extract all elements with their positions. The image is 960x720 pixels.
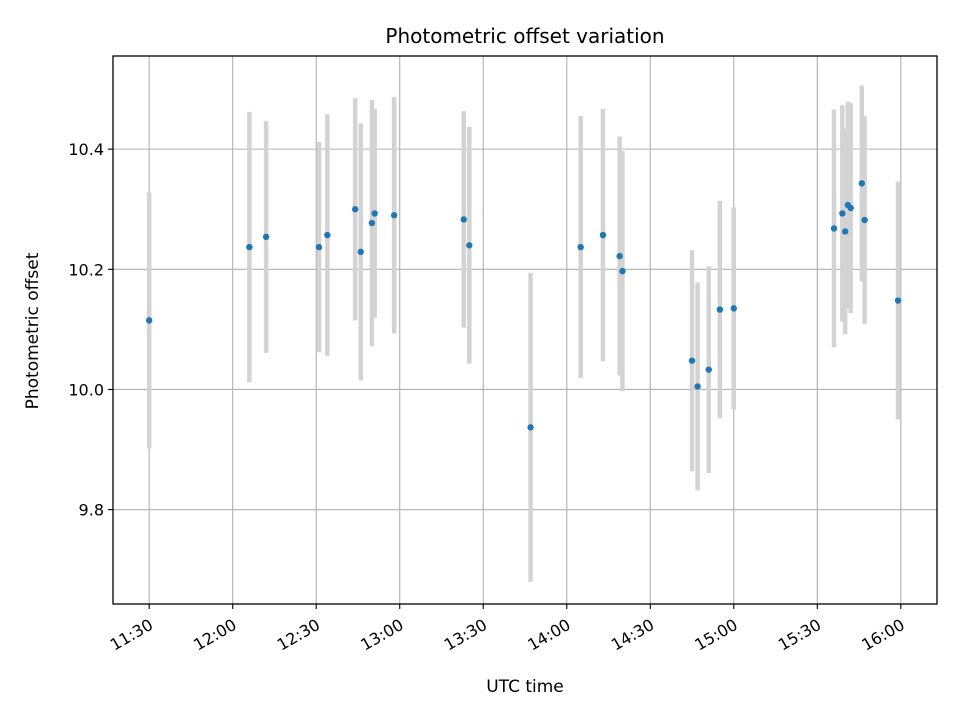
data-point: [390, 212, 398, 219]
data-point: [262, 233, 270, 241]
data-point: [315, 243, 323, 251]
data-point: [371, 210, 378, 217]
x-axis-label: UTC time: [486, 677, 564, 697]
y-axis-label: Photometric offset: [23, 252, 43, 409]
data-point: [527, 424, 534, 431]
y-tick-label: 10.4: [68, 140, 104, 159]
y-tick-label: 10.0: [68, 380, 104, 399]
data-points: [145, 180, 902, 431]
data-point: [466, 242, 473, 249]
data-point: [368, 219, 376, 227]
data-point: [716, 306, 724, 313]
data-point: [830, 225, 838, 232]
data-point: [357, 248, 364, 256]
data-point: [145, 317, 153, 324]
data-point: [460, 216, 467, 223]
y-tick-label: 10.2: [68, 260, 104, 279]
chart-title: Photometric offset variation: [385, 24, 664, 48]
data-point: [351, 206, 359, 213]
data-point: [841, 228, 849, 235]
data-point: [705, 366, 712, 373]
data-point: [577, 243, 584, 251]
data-point: [894, 297, 902, 304]
data-point: [246, 243, 253, 251]
data-point: [599, 231, 607, 239]
data-point: [619, 267, 626, 275]
data-point: [858, 180, 866, 187]
data-point: [694, 383, 701, 390]
grid-lines: [113, 56, 937, 604]
data-point: [324, 231, 331, 239]
y-axis-ticks: 9.8 10.0 10.2 10.4: [68, 140, 113, 520]
data-point: [861, 216, 868, 224]
data-point: [839, 210, 846, 217]
plot-frame: [112, 55, 938, 605]
data-point: [688, 357, 696, 364]
data-point: [847, 204, 854, 212]
data-point: [616, 252, 623, 260]
data-point: [730, 305, 737, 312]
y-tick-label: 9.8: [79, 501, 104, 520]
